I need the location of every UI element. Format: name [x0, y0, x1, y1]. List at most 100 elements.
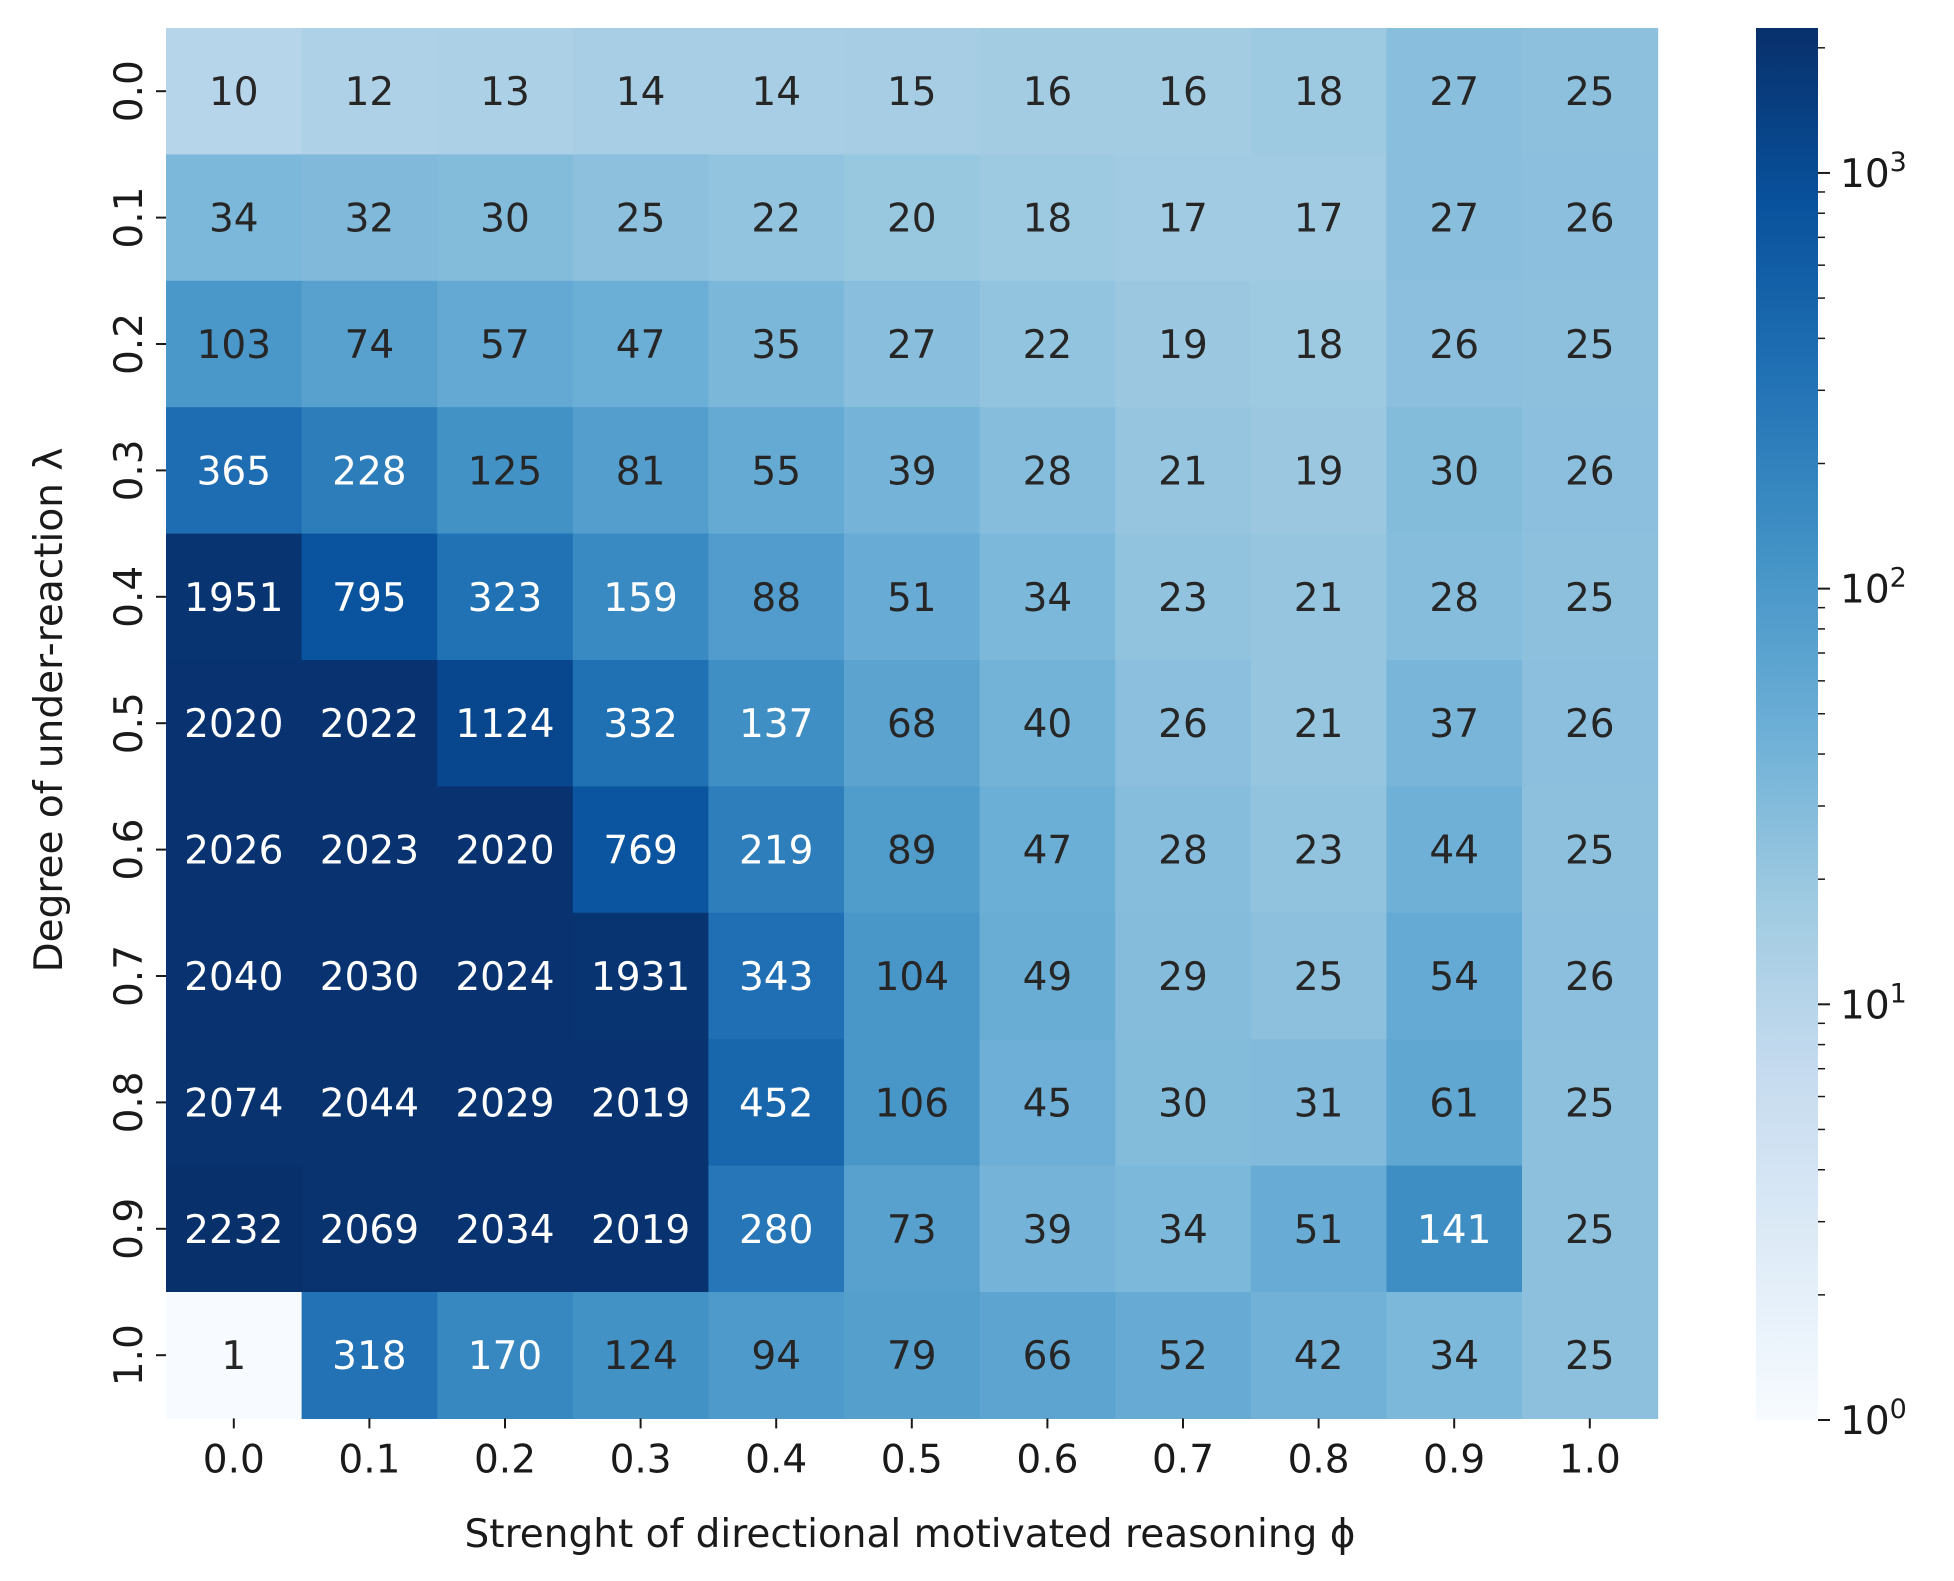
heatmap-cell [844, 1292, 981, 1419]
heatmap-cell [708, 154, 845, 282]
cell-value-label: 68 [887, 702, 937, 747]
cell-value-label: 1951 [184, 576, 283, 621]
heatmap-cell [301, 912, 438, 1040]
heatmap-cell [572, 280, 709, 408]
cell-value-label: 25 [1565, 1334, 1615, 1379]
heatmap-cell [979, 786, 1116, 914]
cell-value-label: 13 [480, 70, 530, 115]
cell-value-label: 318 [332, 1334, 406, 1379]
x-axis-label: Strenght of directional motivated reason… [465, 1512, 1356, 1557]
heatmap-cell [1386, 912, 1523, 1040]
cell-value-label: 42 [1294, 1334, 1344, 1379]
colorbar-tick-label: 102 [1840, 563, 1907, 613]
heatmap-cell [301, 1292, 438, 1419]
cell-value-label: 55 [751, 449, 801, 494]
heatmap-cell [979, 1292, 1116, 1419]
heatmap-cell [437, 280, 574, 408]
cell-value-label: 18 [1023, 197, 1073, 242]
cell-value-label: 1931 [591, 955, 690, 1000]
heatmap-cell [1386, 1039, 1523, 1167]
cell-value-label: 12 [345, 70, 395, 115]
heatmap-cell [572, 407, 709, 535]
colorbar-tick-label: 101 [1840, 978, 1907, 1028]
y-axis-label: Degree of under-reaction λ [27, 448, 72, 973]
cell-value-label: 103 [197, 323, 271, 368]
heatmap-cell [708, 533, 845, 661]
cell-value-label: 27 [1429, 70, 1479, 115]
cell-value-label: 81 [616, 449, 666, 494]
cell-value-label: 17 [1294, 197, 1344, 242]
cell-value-label: 37 [1429, 702, 1479, 747]
heatmap-cell [844, 28, 981, 155]
x-tick-label: 0.5 [881, 1437, 943, 1482]
y-tick-label: 0.1 [107, 187, 152, 249]
heatmap-cell [1386, 1165, 1523, 1293]
x-tick-label: 0.6 [1016, 1437, 1078, 1482]
heatmap-cell [166, 1292, 303, 1419]
heatmap-cell [1115, 407, 1252, 535]
heatmap-cell [1386, 660, 1523, 787]
heatmap-cell [437, 1165, 574, 1293]
cell-value-label: 25 [1565, 70, 1615, 115]
heatmap-cell [1250, 533, 1387, 661]
x-axis-ticks: 0.0 0.1 0.2 0.3 0.4 0.5 0.6 0.7 0.8 0.9 1.0 [203, 1418, 1621, 1482]
heatmap-cell [572, 1165, 709, 1293]
heatmap-cell [1115, 28, 1252, 155]
heatmap-cell [166, 407, 303, 535]
colorbar-tick-label: 100 [1840, 1394, 1907, 1444]
x-tick-label: 0.4 [745, 1437, 807, 1482]
cell-value-label: 26 [1565, 197, 1615, 242]
heatmap-cell [166, 154, 303, 282]
y-tick-label: 0.6 [107, 819, 152, 881]
cell-value-label: 2019 [591, 1208, 690, 1253]
cell-value-label: 74 [345, 323, 395, 368]
y-tick-label: 0.7 [107, 945, 152, 1007]
heatmap-cell [1522, 660, 1659, 787]
heatmap-cell [708, 28, 845, 155]
x-tick-label: 0.2 [474, 1437, 536, 1482]
cell-value-label: 21 [1294, 702, 1344, 747]
y-tick-label: 0.0 [107, 60, 152, 122]
heatmap-cell [979, 407, 1116, 535]
cell-value-label: 39 [1023, 1208, 1073, 1253]
heatmap-cell [979, 533, 1116, 661]
cell-value-label: 89 [887, 829, 937, 874]
cell-value-label: 16 [1023, 70, 1073, 115]
heatmap-cell [166, 660, 303, 787]
heatmap-cell [572, 1292, 709, 1419]
heatmap-cell [844, 1039, 981, 1167]
cell-value-label: 21 [1294, 576, 1344, 621]
heatmap-cell [1115, 280, 1252, 408]
x-tick-label: 0.1 [338, 1437, 400, 1482]
heatmap-cell [1250, 1292, 1387, 1419]
colorbar-tick-label: 103 [1840, 147, 1907, 197]
cell-value-label: 30 [1158, 1081, 1208, 1126]
heatmap-cell [1115, 912, 1252, 1040]
heatmap-cell [844, 1165, 981, 1293]
cell-value-label: 34 [1158, 1208, 1208, 1253]
cell-value-label: 30 [480, 197, 530, 242]
cell-value-label: 34 [1023, 576, 1073, 621]
heatmap-cell [1250, 154, 1387, 282]
heatmap-cell [708, 1165, 845, 1293]
cell-value-label: 28 [1158, 829, 1208, 874]
x-tick-label: 0.7 [1152, 1437, 1214, 1482]
heatmap-cell [1522, 912, 1659, 1040]
heatmap-cell [979, 1039, 1116, 1167]
x-tick-label: 0.0 [203, 1437, 265, 1482]
heatmap-cell [166, 912, 303, 1040]
cell-value-label: 10 [209, 70, 259, 115]
heatmap-cell [1250, 1165, 1387, 1293]
cell-value-label: 34 [209, 197, 259, 242]
cell-value-label: 2022 [320, 702, 419, 747]
cell-value-label: 2029 [455, 1081, 554, 1126]
cell-value-label: 141 [1417, 1208, 1491, 1253]
heatmap-cell [301, 1165, 438, 1293]
heatmap-cell [1250, 786, 1387, 914]
cell-value-label: 66 [1023, 1334, 1073, 1379]
cell-value-label: 452 [739, 1081, 813, 1126]
heatmap-cell [844, 154, 981, 282]
y-tick-label: 0.8 [107, 1071, 152, 1133]
cell-value-label: 104 [875, 955, 949, 1000]
cell-value-label: 2069 [320, 1208, 419, 1253]
